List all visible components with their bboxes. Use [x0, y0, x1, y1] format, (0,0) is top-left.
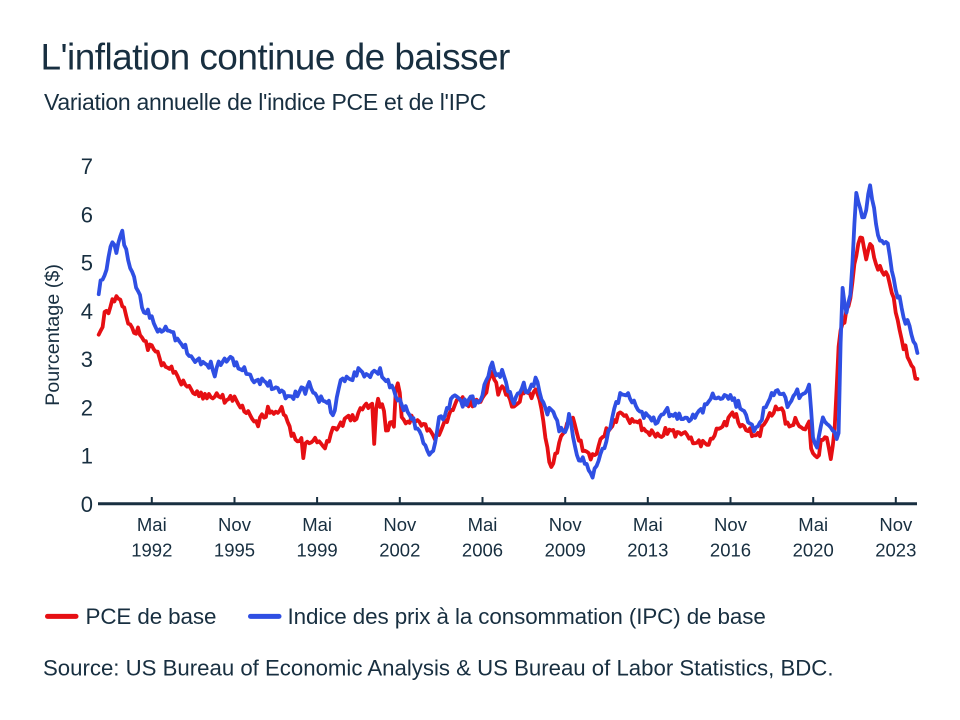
svg-text:2023: 2023	[875, 540, 916, 561]
svg-text:Pourcentage ($): Pourcentage ($)	[42, 264, 64, 406]
svg-text:2020: 2020	[793, 540, 834, 561]
svg-text:1995: 1995	[214, 540, 255, 561]
svg-text:Mai: Mai	[302, 514, 332, 535]
svg-text:7: 7	[81, 154, 93, 179]
svg-text:Mai: Mai	[468, 514, 498, 535]
svg-text:Nov: Nov	[549, 514, 583, 535]
svg-text:Nov: Nov	[218, 514, 252, 535]
svg-text:6: 6	[81, 202, 93, 227]
svg-text:3: 3	[81, 347, 93, 372]
svg-text:2013: 2013	[627, 540, 668, 561]
svg-text:2016: 2016	[710, 540, 751, 561]
svg-text:2006: 2006	[462, 540, 503, 561]
svg-text:2009: 2009	[545, 540, 586, 561]
svg-text:PCE de base: PCE de base	[86, 604, 217, 629]
svg-text:2: 2	[81, 396, 93, 421]
svg-text:5: 5	[81, 251, 93, 276]
svg-text:Mai: Mai	[633, 514, 663, 535]
svg-text:1999: 1999	[297, 540, 338, 561]
svg-text:Nov: Nov	[383, 514, 417, 535]
svg-text:Source: US Bureau of Economic: Source: US Bureau of Economic Analysis &…	[43, 656, 833, 681]
svg-text:Mai: Mai	[798, 514, 828, 535]
svg-text:4: 4	[81, 299, 93, 324]
svg-text:0: 0	[81, 492, 93, 517]
svg-text:Variation annuelle de l'indice: Variation annuelle de l'indice PCE et de…	[44, 89, 486, 115]
svg-text:1: 1	[81, 444, 93, 469]
svg-text:L'inflation continue de baisse: L'inflation continue de baisser	[41, 37, 511, 78]
svg-text:Mai: Mai	[137, 514, 167, 535]
svg-text:Indice des prix à la consommat: Indice des prix à la consommation (IPC) …	[288, 604, 766, 629]
svg-text:1992: 1992	[131, 540, 172, 561]
svg-text:2002: 2002	[379, 540, 420, 561]
svg-text:Nov: Nov	[714, 514, 748, 535]
svg-text:Nov: Nov	[879, 514, 913, 535]
